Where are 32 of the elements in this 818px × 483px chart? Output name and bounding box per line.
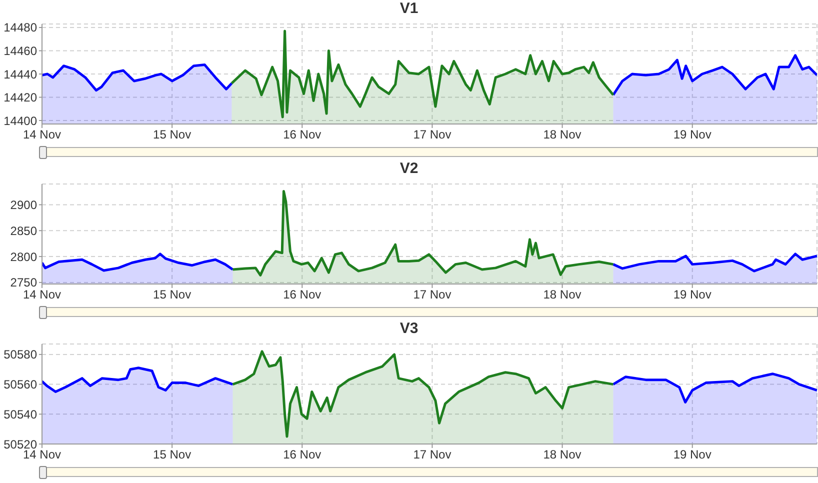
y-tick-label: 14420 bbox=[4, 90, 38, 105]
y-tick-label: 2750 bbox=[10, 276, 38, 290]
y-tick-label: 50540 bbox=[4, 407, 38, 422]
x-tick-label: 17 Nov bbox=[413, 128, 452, 142]
x-tick-label: 19 Nov bbox=[673, 288, 712, 302]
x-tick-label: 19 Nov bbox=[673, 128, 712, 142]
x-tick-label: 16 Nov bbox=[283, 448, 322, 462]
y-tick-label: 14440 bbox=[4, 67, 38, 82]
x-tick-label: 15 Nov bbox=[153, 288, 192, 302]
y-tick-label: 50580 bbox=[4, 348, 38, 362]
y-tick-label: 2900 bbox=[10, 198, 38, 212]
x-tick-label: 18 Nov bbox=[543, 288, 582, 302]
x-tick-label: 18 Nov bbox=[543, 128, 582, 142]
x-tick-label: 18 Nov bbox=[543, 448, 582, 462]
x-tick-label: 16 Nov bbox=[283, 128, 322, 142]
y-tick-label: 2800 bbox=[10, 250, 38, 264]
y-tick-label: 50560 bbox=[4, 378, 38, 392]
chart-title: V2 bbox=[398, 160, 420, 178]
chart-title: V3 bbox=[398, 320, 420, 338]
y-tick-label: 14480 bbox=[4, 20, 38, 35]
x-tick-label: 15 Nov bbox=[153, 128, 192, 142]
x-tick-label: 19 Nov bbox=[673, 448, 712, 462]
x-tick-label: 14 Nov bbox=[22, 288, 62, 302]
y-tick-label: 14460 bbox=[4, 44, 38, 58]
x-tick-label: 16 Nov bbox=[283, 288, 322, 302]
x-tick-label: 17 Nov bbox=[413, 448, 452, 462]
x-tick-label: 17 Nov bbox=[413, 288, 452, 302]
chart-title: V1 bbox=[398, 0, 420, 18]
x-tick-label: 14 Nov bbox=[22, 128, 62, 142]
y-tick-label: 14400 bbox=[4, 114, 38, 128]
x-tick-label: 15 Nov bbox=[153, 448, 192, 462]
y-tick-label: 2850 bbox=[10, 224, 38, 238]
